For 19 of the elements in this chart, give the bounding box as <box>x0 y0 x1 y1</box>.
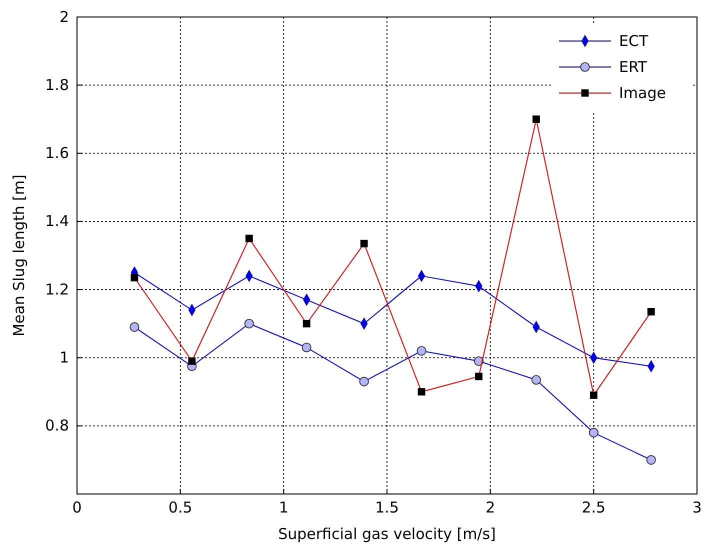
y-tick-label: 1.6 <box>45 144 69 162</box>
x-tick-label: 1.5 <box>375 498 399 517</box>
legend-label: ECT <box>619 32 649 50</box>
x-tick-label: 1 <box>278 498 288 517</box>
y-tick-label: 1 <box>59 348 69 367</box>
x-tick-label: 0 <box>72 498 82 517</box>
legend-label: ERT <box>619 58 648 76</box>
x-tick-label: 3 <box>692 498 702 517</box>
x-axis-title: Superficial gas velocity [m/s] <box>278 525 496 543</box>
legend-label: Image <box>619 84 666 102</box>
y-tick-label: 0.8 <box>45 416 69 435</box>
x-tick-label: 2.5 <box>582 498 606 517</box>
y-axis-title: Mean Slug length [m] <box>10 174 28 337</box>
y-tick-label: 2 <box>59 8 69 26</box>
x-tick-label: 2 <box>486 498 496 517</box>
y-tick-label: 1.8 <box>45 76 69 94</box>
x-tick-label: 0.5 <box>168 498 192 517</box>
y-tick-label: 1.2 <box>45 280 69 298</box>
y-tick-label: 1.4 <box>45 212 69 230</box>
